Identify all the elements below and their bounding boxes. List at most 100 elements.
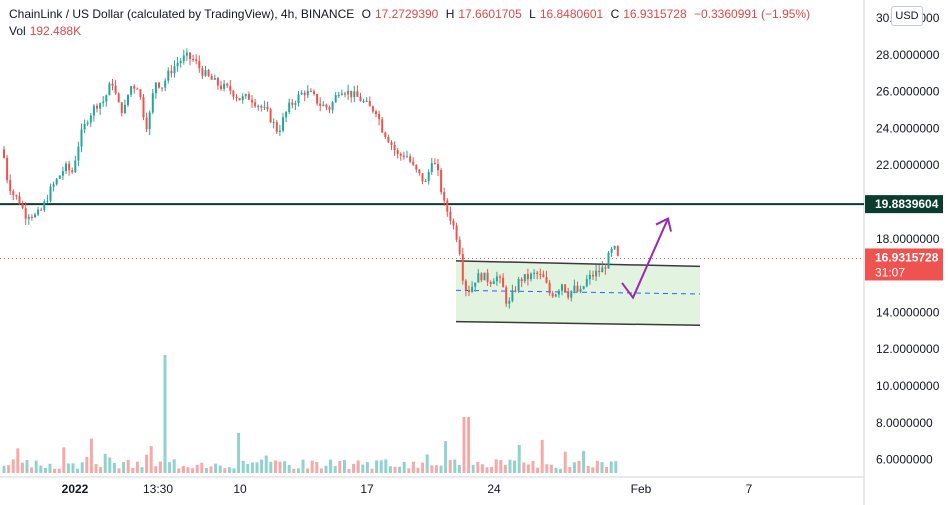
volume-bar xyxy=(204,468,208,473)
candle-body xyxy=(480,273,483,281)
volume-bar xyxy=(264,455,268,473)
candle-body xyxy=(344,93,346,95)
candle-body xyxy=(502,277,505,288)
volume-bar xyxy=(76,468,80,473)
candle-body xyxy=(406,156,408,158)
candle-body xyxy=(390,142,393,145)
volume-bar xyxy=(135,461,139,473)
candle-body xyxy=(204,70,207,76)
candle-body xyxy=(564,284,567,292)
volume-bar xyxy=(347,468,351,473)
candle-body xyxy=(136,88,139,90)
volume-bar xyxy=(453,459,457,473)
volume-bar xyxy=(310,460,314,473)
volume-bar xyxy=(526,464,530,473)
volume-bar xyxy=(94,464,98,473)
candle-body xyxy=(133,86,136,89)
candle-body xyxy=(80,129,83,147)
candle-body xyxy=(263,106,266,108)
y-tick-label: 28.0000000 xyxy=(876,48,940,62)
candle-body xyxy=(297,94,300,104)
candle-body xyxy=(322,104,325,106)
candle-body xyxy=(291,102,294,105)
y-tick-label: 6.0000000 xyxy=(876,453,933,467)
candle-body xyxy=(65,163,67,172)
candle-body xyxy=(601,267,604,273)
change-value: −0.3360991 (−1.95%) xyxy=(693,7,811,21)
x-tick-label: 17 xyxy=(360,482,374,496)
volume-value: 192.488K xyxy=(29,24,82,38)
candle-body xyxy=(142,97,145,118)
volume-bar xyxy=(20,462,24,473)
candle-body xyxy=(275,122,278,132)
volume-bar xyxy=(7,465,11,473)
candle-body xyxy=(316,94,319,104)
candle-body xyxy=(303,92,306,96)
candle-body xyxy=(359,96,362,102)
volume-bar xyxy=(99,467,103,473)
candle-body xyxy=(176,63,179,67)
volume-bar xyxy=(365,462,369,473)
candle-body xyxy=(232,90,235,97)
candle-body xyxy=(433,163,436,165)
volume-bar xyxy=(586,465,590,473)
candle-body xyxy=(229,85,232,91)
volume-bar xyxy=(508,459,512,473)
candle-body xyxy=(337,94,340,96)
candle-body xyxy=(158,82,160,88)
volume-bar xyxy=(338,460,342,473)
candle-body xyxy=(319,103,322,106)
candle-body xyxy=(306,91,309,96)
open-label: O xyxy=(361,7,371,21)
candle-body xyxy=(452,220,455,226)
candle-body xyxy=(102,101,105,104)
volume-bar xyxy=(315,462,319,473)
candle-body xyxy=(99,103,102,109)
candle-body xyxy=(598,270,601,273)
candle-body xyxy=(517,279,520,291)
candle-body xyxy=(282,117,284,131)
volume-bar xyxy=(398,466,402,473)
candle-body xyxy=(545,277,548,283)
currency-button[interactable]: USD xyxy=(891,6,923,26)
candle-body xyxy=(607,252,610,269)
volume-bar xyxy=(218,465,222,473)
x-tick-label: 7 xyxy=(746,482,753,496)
candle-body xyxy=(387,136,390,143)
candle-body xyxy=(127,94,129,105)
volume-bar xyxy=(402,461,406,473)
volume-bar xyxy=(416,467,420,473)
volume-bar xyxy=(582,450,586,473)
candle-body xyxy=(508,300,511,304)
symbol-header: ChainLink / US Dollar (calculated by Tra… xyxy=(9,6,814,22)
candle-body xyxy=(167,70,170,81)
volume-bar xyxy=(411,461,415,473)
volume-bar xyxy=(43,467,47,473)
volume-bar xyxy=(462,417,466,473)
volume-bar xyxy=(540,439,544,473)
candle-body xyxy=(446,200,449,212)
candle-body xyxy=(294,103,297,105)
volume-bar xyxy=(195,464,199,473)
candle-body xyxy=(570,290,573,298)
candle-body xyxy=(120,102,123,113)
candle-body xyxy=(244,94,247,97)
candle-body xyxy=(241,96,244,101)
candle-body xyxy=(260,106,263,108)
candle-body xyxy=(123,104,126,113)
candle-body xyxy=(74,160,77,173)
candle-body xyxy=(539,274,542,276)
candle-body xyxy=(46,200,49,202)
candle-body xyxy=(12,191,15,196)
candle-body xyxy=(37,209,40,215)
volume-bar xyxy=(467,417,471,473)
candle-body xyxy=(384,132,387,137)
volume-bar xyxy=(439,465,443,473)
candle-body xyxy=(247,94,250,100)
candle-body xyxy=(464,280,467,291)
y-tick-label: 24.0000000 xyxy=(876,121,940,135)
volume-bar xyxy=(292,468,296,473)
candle-body xyxy=(530,273,532,280)
volume-bar xyxy=(559,468,563,473)
